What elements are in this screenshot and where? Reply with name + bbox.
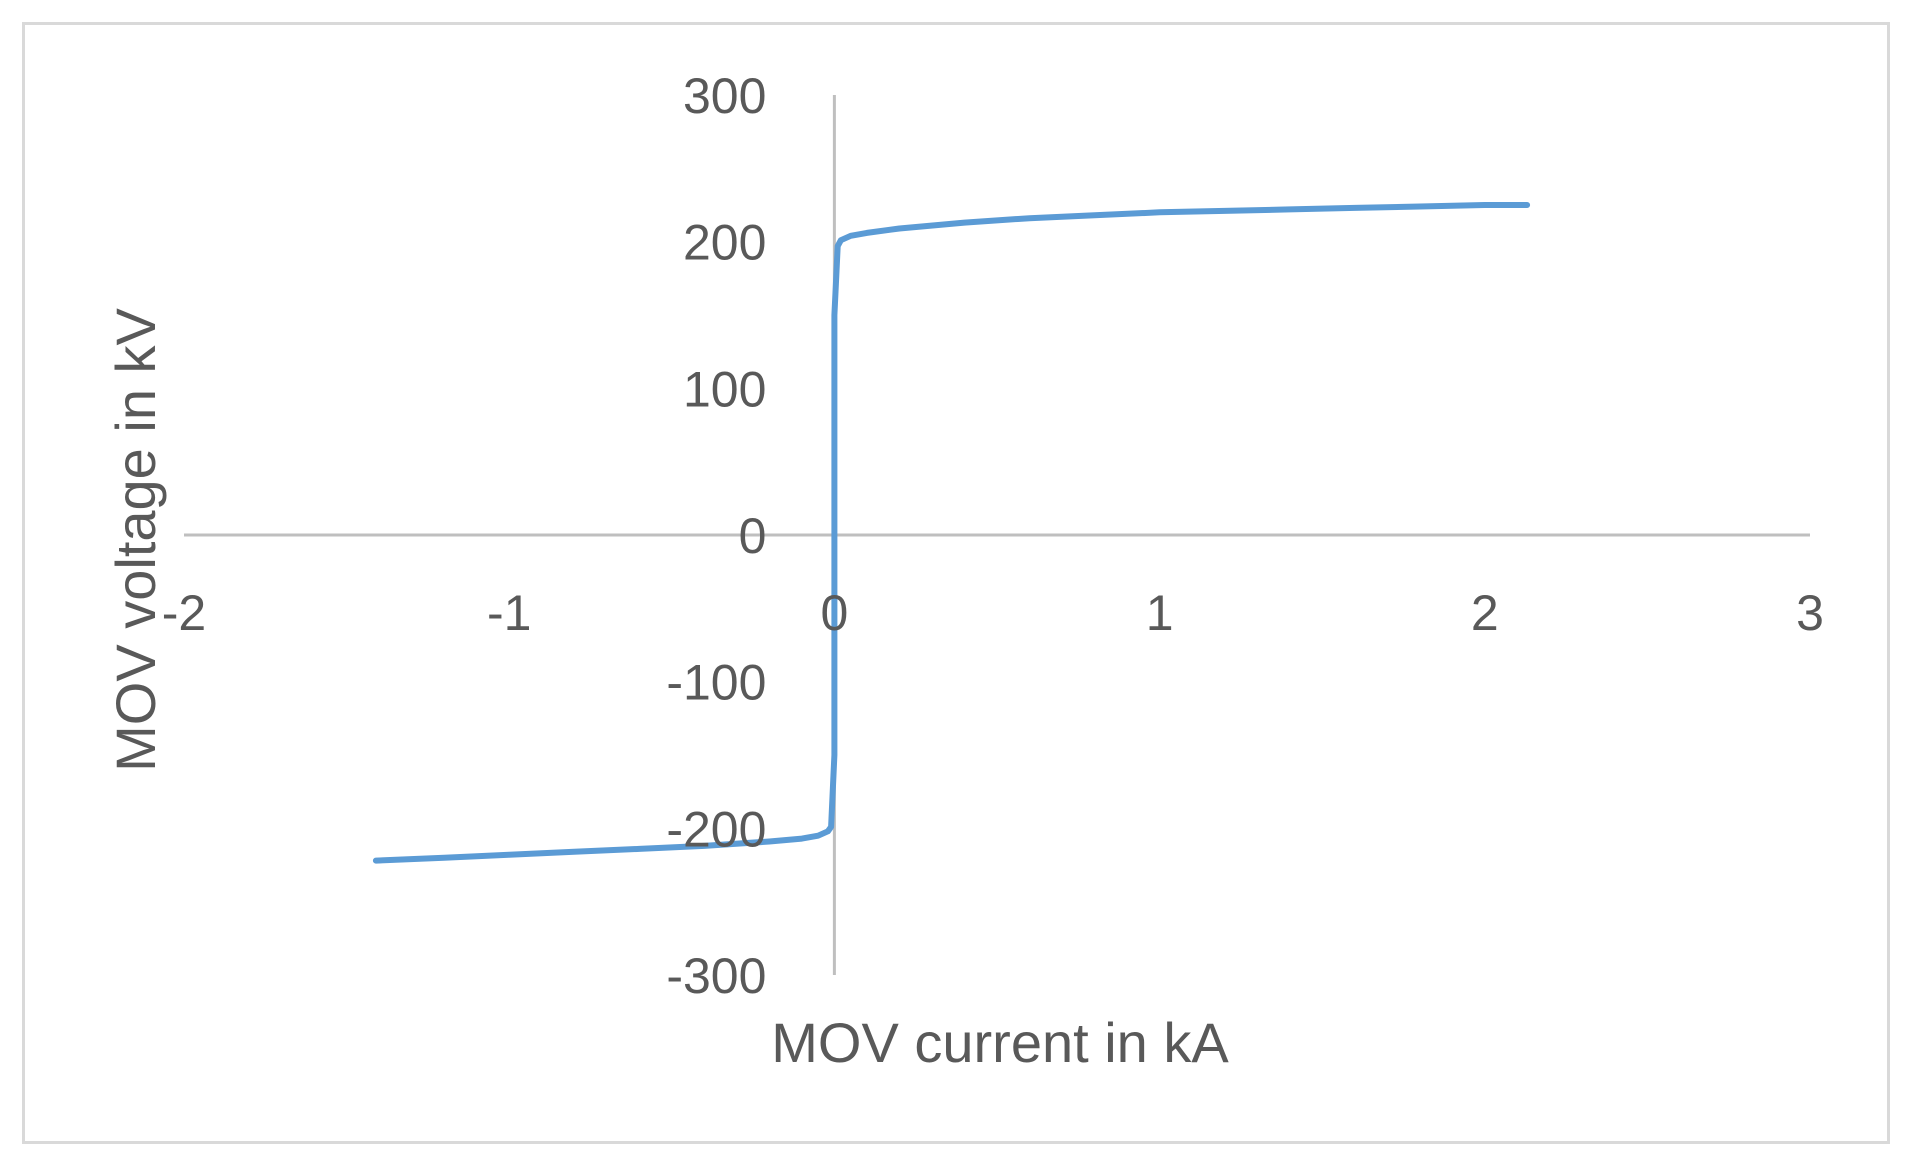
x-tick-label: -1 (487, 585, 531, 641)
y-tick-label: 0 (739, 508, 767, 564)
x-tick-label: 3 (1796, 585, 1824, 641)
y-tick-label: 100 (683, 361, 766, 417)
x-tick-label: 1 (1146, 585, 1174, 641)
y-axis-title: MOV voltage in kV (104, 307, 167, 771)
x-tick-label: 2 (1471, 585, 1499, 641)
chart-frame (22, 22, 1890, 1144)
x-axis-title: MOV current in kA (771, 1011, 1229, 1074)
series-group (372, 202, 1531, 864)
y-tick-label: 200 (683, 215, 766, 271)
axes (184, 95, 1810, 975)
series-line-0 (372, 202, 1531, 864)
y-tick-labels: -300 -200 -100 0 100 200 300 (666, 68, 766, 1004)
x-tick-label: 0 (820, 585, 848, 641)
x-tick-label: -2 (162, 585, 206, 641)
y-tick-label: -300 (666, 948, 766, 1004)
y-tick-label: -200 (666, 801, 766, 857)
y-tick-label: -100 (666, 655, 766, 711)
y-tick-label: 300 (683, 68, 766, 124)
x-tick-labels: -2 -1 0 1 2 3 (162, 585, 1824, 641)
